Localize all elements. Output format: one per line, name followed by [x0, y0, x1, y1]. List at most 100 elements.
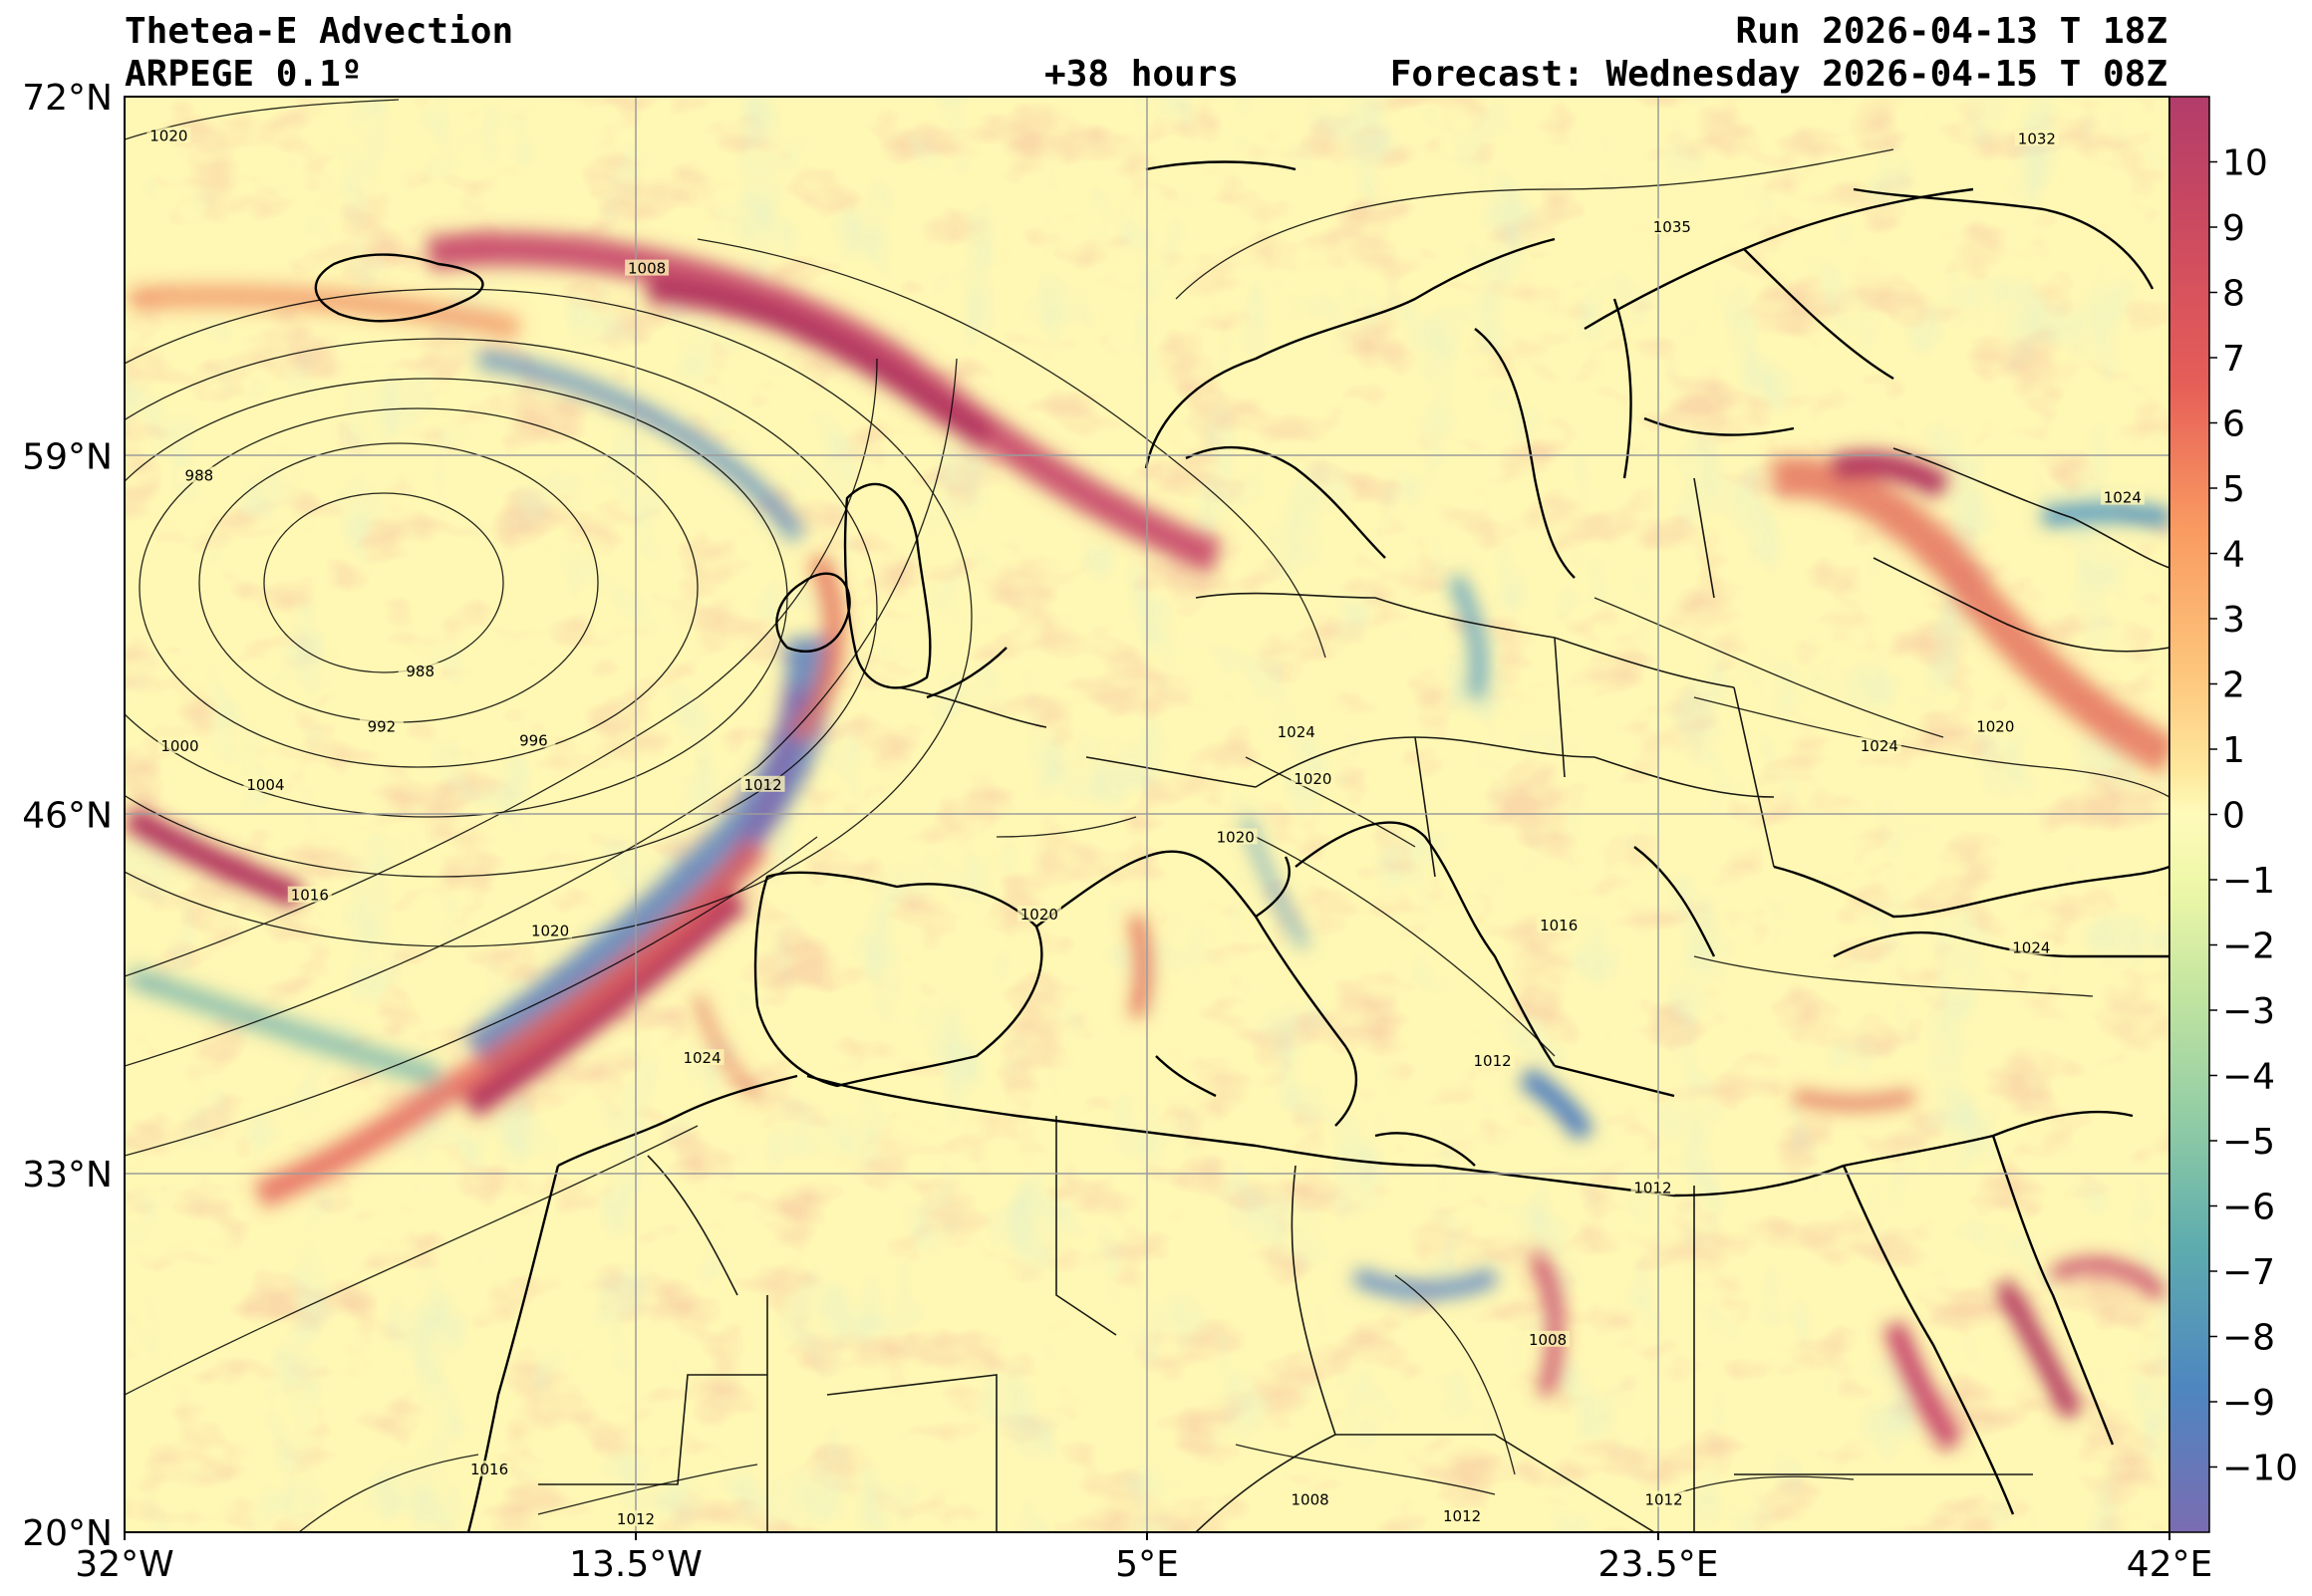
isobar-label: 1012	[743, 776, 781, 794]
isobar-label: 1035	[1653, 218, 1691, 236]
isobar-label-bg	[528, 922, 573, 938]
isobar-label: 992	[368, 718, 397, 736]
colorbar-gradient	[2169, 97, 2209, 1532]
isobar-label-bg	[146, 127, 191, 143]
lon-tick-label: 32°W	[75, 1544, 173, 1585]
isobar-label: 1012	[1474, 1052, 1512, 1070]
isobar-label-bg	[1973, 717, 2018, 734]
isobar-label-bg	[1288, 1490, 1332, 1507]
isobar-label: 1020	[1294, 770, 1331, 788]
lon-tick-label: 42°E	[2127, 1544, 2213, 1585]
lon-tick-label: 5°E	[1115, 1544, 1179, 1585]
isobar-label: 1012	[1644, 1491, 1682, 1509]
lead-time: +38 hours	[1044, 54, 1240, 95]
isobar-label: 1012	[1443, 1507, 1481, 1525]
isobar-label-bg	[398, 663, 442, 679]
isobar-label-bg	[287, 886, 332, 903]
isobar-label: 1020	[1976, 718, 2014, 736]
colorbar-tick-label: 6	[2222, 404, 2245, 445]
isobar-label-bg	[1649, 218, 1694, 235]
advection-field	[125, 231, 2169, 1452]
colorbar-tick-label: 2	[2222, 665, 2245, 706]
isobar-label-bg	[157, 736, 202, 753]
isobar-label: 1024	[683, 1049, 721, 1067]
colorbar-tick-label: −7	[2222, 1252, 2275, 1293]
isobar-label-bg	[680, 1049, 724, 1066]
colorbar-tick-label: 3	[2222, 600, 2245, 641]
isobar-label-bg	[1016, 906, 1061, 923]
isobar-label: 1008	[628, 260, 666, 278]
lat-tick-label: 72°N	[22, 78, 113, 119]
isobar-label: 1004	[246, 776, 284, 794]
isobar-label: 1020	[1020, 906, 1058, 924]
run-time: Run 2026-04-13 T 18Z	[1735, 11, 2168, 52]
colorbar-tick-label: 9	[2222, 208, 2245, 249]
isobar-label: 1016	[291, 887, 329, 905]
isobar-label: 1016	[1540, 917, 1578, 934]
colorbar-tick-label: −3	[2222, 991, 2275, 1032]
colorbar-tick-label: −9	[2222, 1383, 2275, 1424]
axis-labels: 32°W 13.5°W 5°E 23.5°E 42°E 20°N 33°N 46°N 59°N 7…	[22, 78, 2212, 1585]
isobar-label: 1024	[1861, 737, 1898, 755]
isobar-label-bg	[1440, 1507, 1485, 1524]
lon-tick-label: 13.5°W	[569, 1544, 703, 1585]
valid-time: Forecast: Wednesday 2026-04-15 T 08Z	[1389, 54, 2168, 95]
isobar-label-bg	[1274, 723, 1318, 740]
isobar-label-bg	[467, 1461, 512, 1477]
colorbar-tick-label: −8	[2222, 1318, 2275, 1359]
model-name: ARPEGE 0.1º	[125, 54, 363, 95]
isobar-label-bg	[1470, 1051, 1515, 1068]
isobar-label: 1024	[2104, 489, 2142, 507]
isobar-label-bg	[243, 775, 288, 792]
isobar-label: 1016	[470, 1461, 508, 1478]
isobar-label: 1020	[1217, 828, 1255, 846]
isobar-label-bg	[1213, 828, 1258, 845]
isobar-label-bg	[1641, 1490, 1686, 1507]
map-area: 1020 1008 988 988 992 996 1000 1004 1012 1016 1020…	[125, 97, 2169, 1532]
isobar-label-bg	[1630, 1179, 1675, 1196]
isobar-label-bg	[2100, 488, 2145, 505]
colorbar-tick-label: −2	[2222, 927, 2275, 967]
colorbar-tick-label: −5	[2222, 1122, 2275, 1163]
isobar-label: 1012	[1633, 1179, 1671, 1197]
isobar-label-bg	[625, 259, 670, 276]
isobar-label: 1020	[531, 923, 569, 940]
isobar-label: 988	[406, 663, 434, 680]
isobar-label: 1000	[160, 737, 198, 755]
title: Thetea-E Advection	[125, 11, 514, 52]
colorbar-tick-label: 4	[2222, 535, 2245, 576]
lat-tick-label: 20°N	[22, 1513, 113, 1554]
isobar-label: 996	[519, 731, 548, 749]
lon-tick-label: 23.5°E	[1598, 1544, 1719, 1585]
colorbar-tick-label: −4	[2222, 1057, 2275, 1098]
isobar-label: 1008	[1292, 1491, 1329, 1509]
colorbar-tick-label: 1	[2222, 730, 2245, 771]
isobar-label-bg	[1537, 917, 1582, 933]
colorbar-frame	[2168, 96, 2210, 1533]
isobar-label-bg	[2014, 130, 2059, 146]
isobar-label-bg	[1857, 736, 1901, 753]
isobar-label: 1024	[1278, 723, 1315, 741]
borders	[538, 447, 2169, 1532]
isobar-label-bg	[511, 731, 556, 748]
isobar-labels: 1020 1008 988 988 992 996 1000 1004 1012 1016 1020…	[146, 127, 2145, 1528]
colorbar-tick-label: −1	[2222, 861, 2275, 902]
isobar-label-bg	[1526, 1330, 1571, 1347]
isobar-label: 988	[185, 466, 214, 484]
isobar-label: 1020	[149, 128, 187, 145]
colorbar-tick-label: 10	[2222, 143, 2268, 184]
lat-tick-label: 46°N	[22, 796, 113, 837]
isobar-label: 1024	[2012, 938, 2050, 956]
colorbar-tick-label: −6	[2222, 1188, 2275, 1228]
gridlines	[125, 97, 2169, 1532]
coastlines	[314, 160, 2169, 1532]
lat-tick-label: 59°N	[22, 436, 113, 477]
isobar-label: 1032	[2018, 130, 2056, 147]
colorbar-tick-label: 5	[2222, 469, 2245, 510]
colorbar-tick-label: 8	[2222, 274, 2245, 315]
colorbar-tick-label: −10	[2222, 1449, 2298, 1489]
isobar-label-bg	[614, 1509, 658, 1526]
